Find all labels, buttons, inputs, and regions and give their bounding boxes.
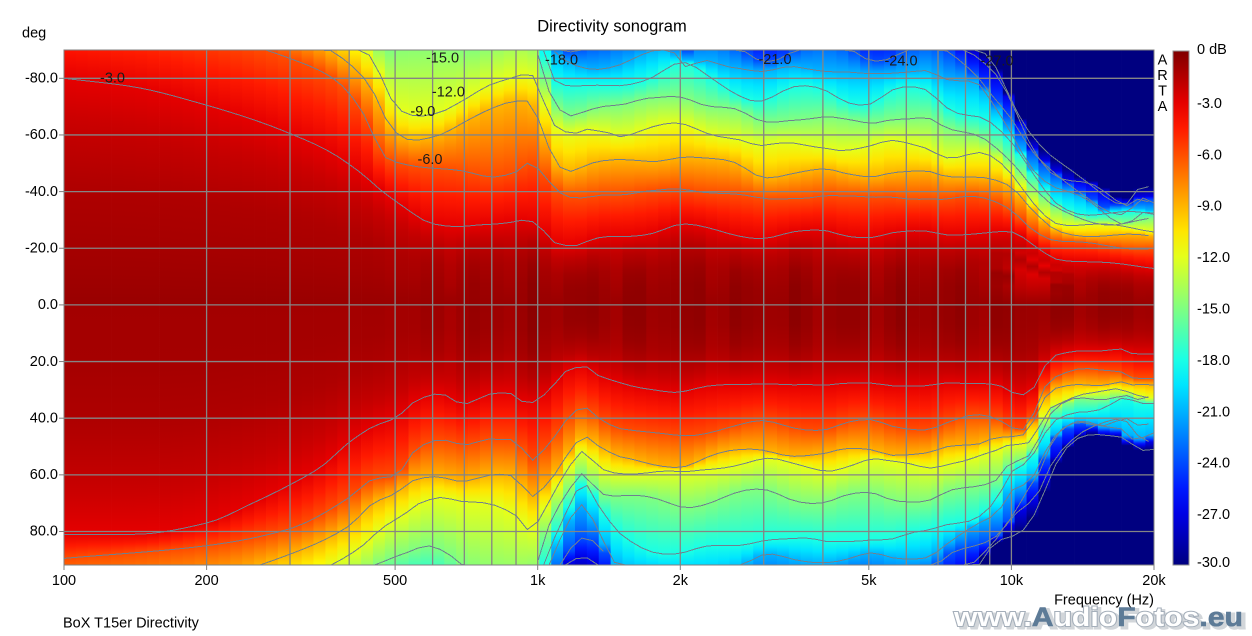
svg-text:200: 200 xyxy=(194,573,218,589)
svg-text:-24.0: -24.0 xyxy=(884,54,917,70)
svg-text:-12.0: -12.0 xyxy=(432,84,465,100)
svg-text:-9.0: -9.0 xyxy=(410,104,435,120)
svg-text:-20.0: -20.0 xyxy=(25,240,58,256)
svg-text:-18.0: -18.0 xyxy=(1197,353,1230,369)
svg-text:-12.0: -12.0 xyxy=(1197,250,1230,266)
svg-text:500: 500 xyxy=(383,573,407,589)
svg-text:60.0: 60.0 xyxy=(30,467,58,483)
svg-text:A: A xyxy=(1158,53,1168,69)
svg-text:-24.0: -24.0 xyxy=(1197,456,1230,472)
svg-text:R: R xyxy=(1157,68,1167,84)
svg-text:A: A xyxy=(1158,99,1168,115)
svg-text:0.0: 0.0 xyxy=(38,297,58,313)
svg-text:-6.0: -6.0 xyxy=(418,152,443,168)
svg-text:-3.0: -3.0 xyxy=(1197,96,1222,112)
svg-text:100: 100 xyxy=(52,573,76,589)
svg-text:-9.0: -9.0 xyxy=(1197,199,1222,215)
svg-text:1k: 1k xyxy=(530,573,546,589)
svg-text:-27.0: -27.0 xyxy=(980,54,1013,70)
svg-text:-6.0: -6.0 xyxy=(1197,147,1222,163)
svg-text:-21.0: -21.0 xyxy=(758,52,791,68)
svg-text:40.0: 40.0 xyxy=(30,410,58,426)
svg-text:2k: 2k xyxy=(673,573,689,589)
svg-text:deg: deg xyxy=(22,26,46,42)
svg-text:5k: 5k xyxy=(861,573,877,589)
svg-text:20.0: 20.0 xyxy=(30,354,58,370)
svg-text:-27.0: -27.0 xyxy=(1197,507,1230,523)
svg-text:-15.0: -15.0 xyxy=(1197,302,1230,318)
svg-text:0 dB: 0 dB xyxy=(1197,42,1227,58)
svg-text:-30.0: -30.0 xyxy=(1197,555,1230,571)
svg-text:BoX T15er Directivity: BoX T15er Directivity xyxy=(63,616,200,632)
svg-text:20k: 20k xyxy=(1142,573,1166,589)
svg-text:10k: 10k xyxy=(1000,573,1024,589)
svg-text:80.0: 80.0 xyxy=(30,524,58,540)
svg-text:Directivity sonogram: Directivity sonogram xyxy=(537,18,686,36)
svg-text:-3.0: -3.0 xyxy=(100,71,125,87)
svg-text:-21.0: -21.0 xyxy=(1197,404,1230,420)
svg-text:-40.0: -40.0 xyxy=(25,184,58,200)
svg-text:-60.0: -60.0 xyxy=(25,127,58,143)
svg-text:-15.0: -15.0 xyxy=(426,50,459,66)
svg-text:www.AudioFotos.eu: www.AudioFotos.eu xyxy=(956,604,1246,634)
svg-text:T: T xyxy=(1158,84,1167,100)
svg-text:www.AudioFotos.eu: www.AudioFotos.eu xyxy=(953,602,1243,632)
svg-text:-80.0: -80.0 xyxy=(25,71,58,87)
svg-text:Frequency (Hz): Frequency (Hz) xyxy=(1054,593,1154,609)
svg-text:-18.0: -18.0 xyxy=(545,52,578,68)
